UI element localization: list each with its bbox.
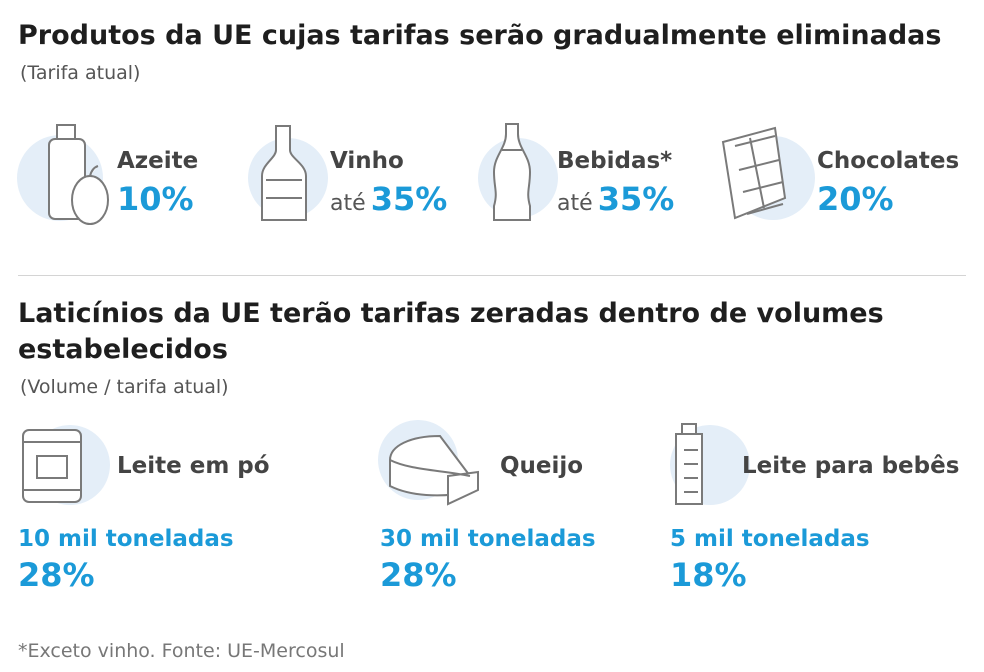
item-name: Chocolates (817, 148, 960, 174)
rate: 28% (18, 556, 95, 594)
item-name: Leite para bebês (742, 453, 960, 479)
item-name: Bebidas* (557, 148, 673, 174)
rate-prefix: até (557, 191, 593, 216)
footnote: *Exceto vinho. Fonte: UE-Mercosul (18, 640, 345, 662)
olive-oil-icon (17, 124, 109, 225)
rate-row: 20% (817, 180, 894, 218)
cheese-icon (378, 420, 479, 506)
item-name: Vinho (330, 148, 404, 174)
item-name: Queijo (500, 453, 584, 479)
soda-icon (478, 123, 558, 221)
volume: 10 mil toneladas (18, 526, 234, 552)
rate: 10% (117, 180, 194, 218)
rate: 18% (670, 556, 747, 594)
section-subtitle: (Tarifa atual) (20, 62, 141, 84)
powder-milk-icon (22, 425, 110, 505)
rate-row: até 35% (557, 180, 674, 218)
volume: 5 mil toneladas (670, 526, 870, 552)
item-name: Azeite (117, 148, 199, 174)
rate: 28% (380, 556, 457, 594)
rate-row: 10% (117, 180, 194, 218)
rate: 35% (370, 180, 448, 218)
wine-icon (248, 125, 328, 221)
volume: 30 mil toneladas (380, 526, 596, 552)
baby-milk-icon (670, 423, 750, 505)
rate: 20% (817, 180, 894, 218)
section-title: Produtos da UE cujas tarifas serão gradu… (18, 20, 942, 51)
section-title: Laticínios da UE terão tarifas zeradas d… (18, 298, 884, 365)
chocolate-icon (721, 126, 815, 220)
section-subtitle: (Volume / tarifa atual) (20, 376, 229, 398)
rate: 35% (597, 180, 675, 218)
rate-prefix: até (330, 191, 366, 216)
rate-row: até 35% (330, 180, 447, 218)
divider (18, 275, 966, 276)
item-name: Leite em pó (117, 453, 270, 479)
